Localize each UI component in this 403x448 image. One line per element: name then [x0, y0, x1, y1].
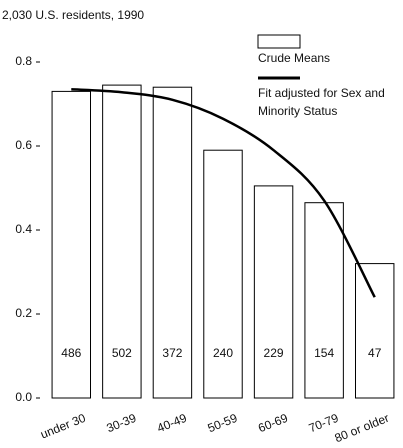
count-label: 154	[314, 346, 334, 360]
y-tick-label: 0.0	[15, 390, 32, 404]
legend-label: Crude Means	[258, 51, 331, 65]
y-tick-label: 0.8	[15, 54, 32, 68]
y-tick-label: 0.2	[15, 306, 32, 320]
bar	[354, 263, 395, 399]
x-tick-label: 30-39	[104, 411, 138, 436]
count-label: 240	[213, 346, 233, 360]
bar	[253, 185, 294, 399]
count-label: 229	[264, 346, 284, 360]
x-tick-label: 50-59	[206, 411, 240, 436]
y-tick-label: 0.6	[15, 138, 32, 152]
count-label: 47	[368, 346, 382, 360]
x-tick-label: 40-49	[155, 411, 189, 436]
bar	[51, 90, 92, 399]
chart-title: 2,030 U.S. residents, 1990	[2, 8, 144, 22]
bar	[152, 86, 193, 399]
x-tick-label: under 30	[38, 411, 87, 442]
legend-label: Fit adjusted for Sex and Minority Status	[258, 86, 385, 118]
count-label: 502	[112, 346, 132, 360]
bar	[304, 202, 344, 399]
bar	[203, 149, 243, 399]
x-tick-label: 60-69	[256, 411, 290, 436]
legend-swatch-bar	[257, 34, 301, 49]
count-label: 486	[61, 346, 81, 360]
y-tick-label: 0.4	[15, 222, 32, 236]
fit-line	[71, 88, 376, 298]
count-label: 372	[162, 346, 182, 360]
bar	[102, 84, 142, 399]
x-tick-label: 80 or older	[333, 411, 391, 445]
